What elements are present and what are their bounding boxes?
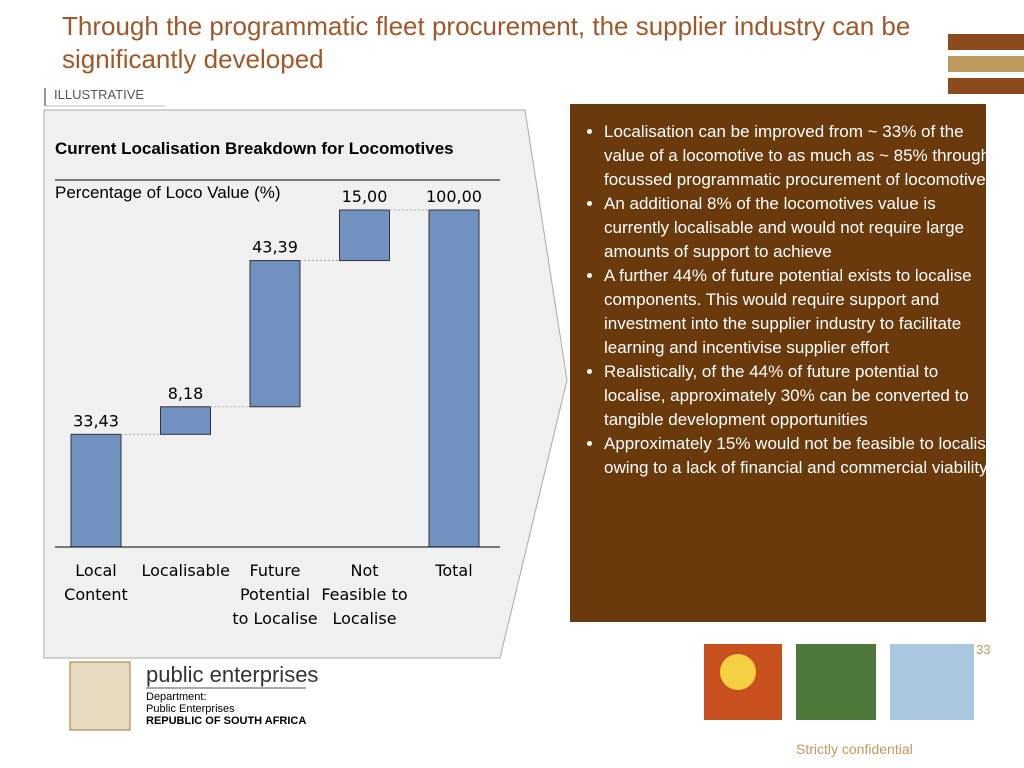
text-box (570, 104, 986, 622)
photo-sun (720, 654, 756, 690)
bar (339, 209, 390, 262)
bullet: A further 44% of future potential exists… (604, 264, 996, 360)
x-tick-label: Local Content (64, 561, 128, 604)
bullet: Approximately 15% would not be feasible … (604, 432, 996, 480)
photo (890, 644, 974, 720)
emblem (69, 661, 131, 731)
brand: public enterprises (146, 662, 318, 687)
chart: 33,43 8,18 43,39 15,00 100,00 (55, 187, 500, 548)
bullet: An additional 8% of the locomotives valu… (604, 192, 996, 264)
bullet-list: Localisation can be improved from ~ 33% … (582, 120, 996, 480)
chart-title: Current Localisation Breakdown for Locom… (55, 139, 454, 158)
x-tick-label: Not Feasible to Localise (321, 561, 408, 628)
deco-bar (948, 34, 1024, 50)
bar (160, 406, 211, 435)
chart-title: Current Localisation Breakdown for Locom… (55, 139, 454, 158)
data-label: 100,00 (426, 187, 482, 206)
bullet: Localisation can be improved from ~ 33% … (604, 120, 996, 192)
bar (428, 209, 480, 548)
x-tick-label: Future Potential to Localise (232, 561, 318, 628)
photo (796, 644, 876, 720)
bullet: Realistically, of the 44% of future pote… (604, 360, 996, 432)
bar (70, 433, 122, 548)
slide-title: Through the programmatic fleet procureme… (62, 11, 911, 74)
confidential: Strictly confidential (796, 741, 913, 757)
bar (249, 260, 301, 408)
dept: Department: (146, 691, 207, 703)
data-label: 15,00 (342, 187, 388, 206)
data-label: 8,18 (168, 384, 204, 403)
deco-bar (948, 56, 1024, 72)
page-number: 33 (976, 642, 990, 657)
x-tick-label: Localisable (141, 561, 231, 580)
country: REPUBLIC OF SOUTH AFRICA (146, 715, 306, 727)
x-tick-label: Total (435, 561, 473, 580)
tag: ILLUSTRATIVE (54, 87, 144, 102)
deco-bar (948, 78, 1024, 94)
data-label: 33,43 (73, 411, 119, 430)
dept-name: Public Enterprises (146, 703, 235, 715)
data-label: 43,39 (252, 238, 298, 257)
chart-subtitle: Percentage of Loco Value (%) (55, 183, 281, 202)
